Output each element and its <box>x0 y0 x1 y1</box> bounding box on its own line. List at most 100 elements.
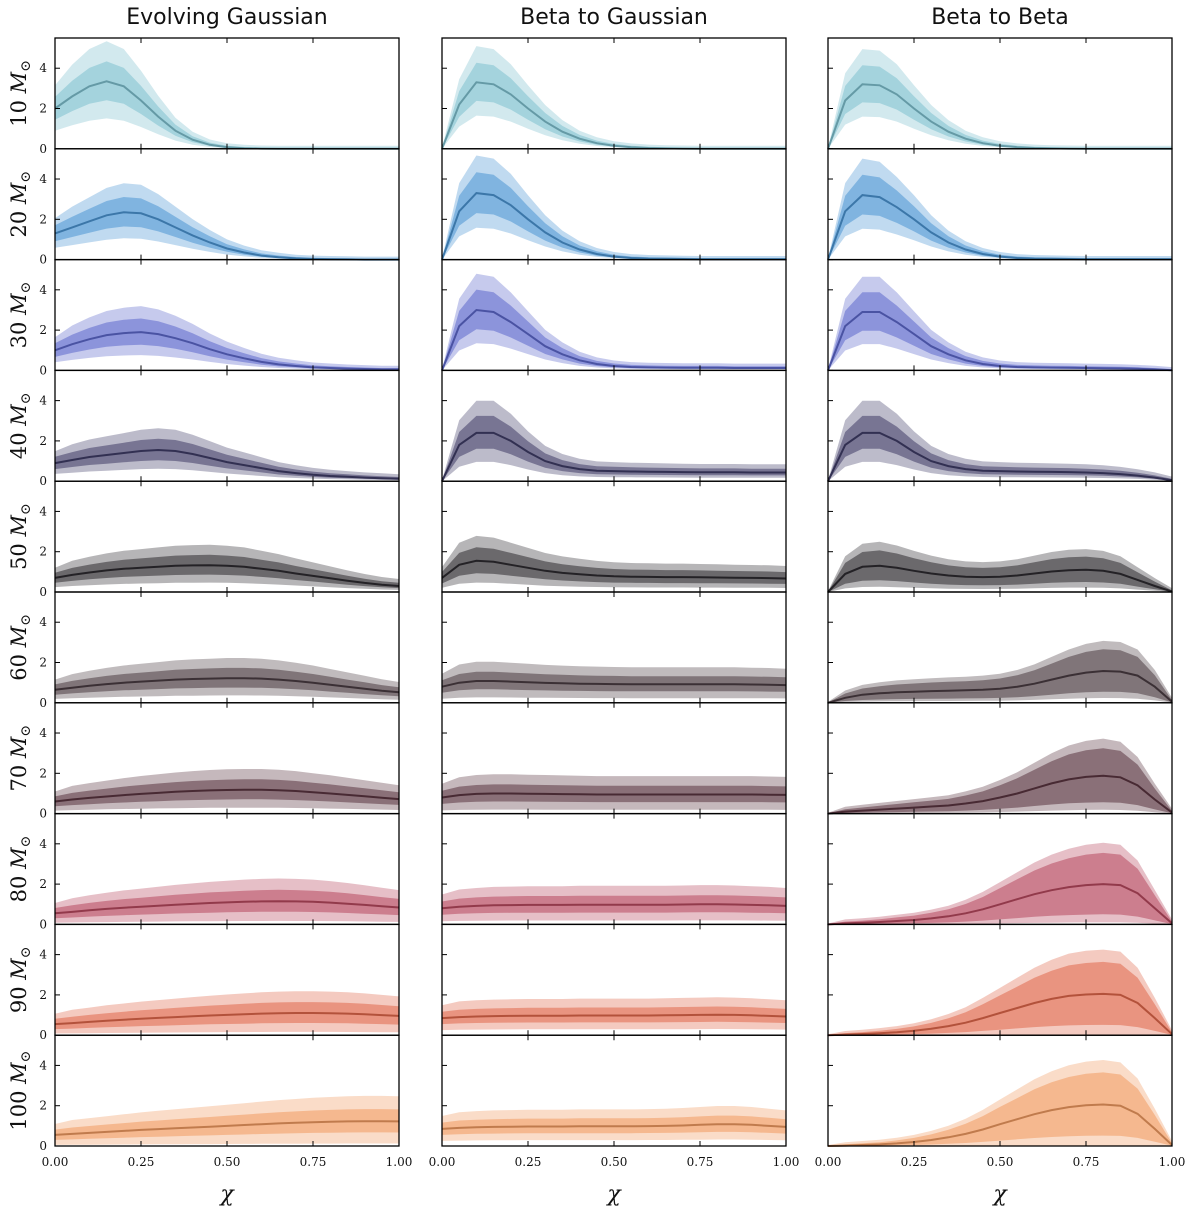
column-title: Beta to Gaussian <box>520 5 708 30</box>
y-tick-label: 4 <box>39 504 47 518</box>
band-90 <box>442 273 786 371</box>
band-50 <box>55 779 399 807</box>
panel <box>827 923 1173 1037</box>
band-50 <box>828 292 1172 371</box>
band-50 <box>828 1072 1172 1146</box>
x-tick-label: 0.75 <box>1073 1155 1100 1169</box>
median-line <box>827 774 1173 815</box>
median-line <box>54 677 400 694</box>
y-tick-label: 0 <box>39 1139 47 1153</box>
x-tick-label: 0.00 <box>429 1155 456 1169</box>
band-50 <box>55 1109 399 1140</box>
panel: 0 2 4 <box>39 923 400 1042</box>
panel: 0 2 4 <box>39 812 400 931</box>
median-line <box>54 564 400 587</box>
y-tick-label: 2 <box>39 877 47 891</box>
y-tick-label: 4 <box>39 61 47 75</box>
x-axis-label: χ <box>605 1182 622 1207</box>
y-tick-label: 2 <box>39 545 47 559</box>
x-tick-label: 0.25 <box>515 1155 542 1169</box>
median-line <box>827 1103 1173 1147</box>
column-titles: Evolving Gaussian Beta to Gaussian Beta … <box>126 5 1069 30</box>
panel <box>827 369 1173 482</box>
y-tick-label: 0 <box>39 1028 47 1042</box>
x-tick-label: 0.25 <box>128 1155 155 1169</box>
band-50 <box>442 289 786 371</box>
median-line <box>441 1123 787 1130</box>
panel <box>441 812 787 926</box>
panel: 0 2 4 <box>39 369 400 488</box>
x-tick-label: 1.00 <box>1159 1155 1186 1169</box>
band-90 <box>55 41 399 149</box>
median-line <box>441 559 787 580</box>
band-90 <box>442 46 786 149</box>
y-tick-label: 2 <box>39 988 47 1002</box>
y-tick-label: 2 <box>39 766 47 780</box>
x-tick-label: 0.75 <box>300 1155 327 1169</box>
y-tick-label: 4 <box>39 837 47 851</box>
panel <box>827 812 1173 926</box>
x-tick-label: 0.00 <box>815 1155 842 1169</box>
band-50 <box>828 65 1172 149</box>
y-tick-label: 2 <box>39 434 47 448</box>
x-tick-label: 0.00 <box>42 1155 69 1169</box>
y-tick-label: 0 <box>39 917 47 931</box>
x-axis-label: χ <box>991 1182 1008 1207</box>
y-tick-label: 0 <box>39 474 47 488</box>
x-axes: 0.00 0.25 0.50 0.75 1.00 χ 0.00 0.25 0.50 0.75 1.0… <box>42 1155 1186 1207</box>
band-50 <box>55 197 399 260</box>
panel <box>827 591 1173 704</box>
panel <box>441 702 787 815</box>
panel: 0 2 4 <box>39 702 400 821</box>
y-tick-label: 4 <box>39 948 47 962</box>
x-tick-label: 0.75 <box>687 1155 714 1169</box>
panel <box>827 702 1173 815</box>
x-axis-label: χ <box>218 1182 235 1207</box>
panel: 0 2 4 <box>39 37 400 156</box>
band-50 <box>828 550 1172 592</box>
band-50 <box>442 172 786 260</box>
median-line <box>827 431 1173 482</box>
band-90 <box>828 276 1172 371</box>
band-50 <box>55 61 399 149</box>
panel <box>441 923 787 1036</box>
band-90 <box>442 155 786 260</box>
y-tick-label: 4 <box>39 726 47 740</box>
column-title: Evolving Gaussian <box>126 5 327 30</box>
panel <box>441 369 787 482</box>
band-90 <box>828 49 1172 149</box>
x-tick-label: 0.50 <box>601 1155 628 1169</box>
panel <box>827 480 1173 593</box>
x-tick-label: 0.50 <box>214 1155 241 1169</box>
band-50 <box>55 554 399 589</box>
band-50 <box>442 62 786 149</box>
y-tick-label: 0 <box>39 142 47 156</box>
band-50 <box>828 748 1172 814</box>
panel <box>441 1034 787 1147</box>
y-tick-label: 2 <box>39 212 47 226</box>
row-label: 20 M⊙ <box>7 171 34 238</box>
row-label: 100 M⊙ <box>7 1051 34 1131</box>
row-label: 80 M⊙ <box>7 836 34 903</box>
median-line <box>441 792 787 799</box>
row-label: 60 M⊙ <box>7 614 34 681</box>
median-line <box>827 992 1173 1037</box>
y-tick-label: 2 <box>39 656 47 670</box>
median-line <box>54 788 400 803</box>
median-line <box>54 900 400 915</box>
median-line <box>441 1013 787 1020</box>
median-line <box>54 331 399 371</box>
panel: 0 2 4 <box>39 480 400 599</box>
median-line <box>54 448 400 480</box>
median-line <box>827 564 1173 593</box>
row-label: 40 M⊙ <box>7 392 34 459</box>
band-50 <box>442 1115 786 1135</box>
y-tick-label: 2 <box>39 323 47 337</box>
band-50 <box>828 649 1172 703</box>
band-50 <box>55 667 399 697</box>
column-title: Beta to Beta <box>931 5 1069 30</box>
x-tick-label: 0.50 <box>987 1155 1014 1169</box>
median-line <box>54 1012 400 1026</box>
x-tick-label: 1.00 <box>386 1155 413 1169</box>
